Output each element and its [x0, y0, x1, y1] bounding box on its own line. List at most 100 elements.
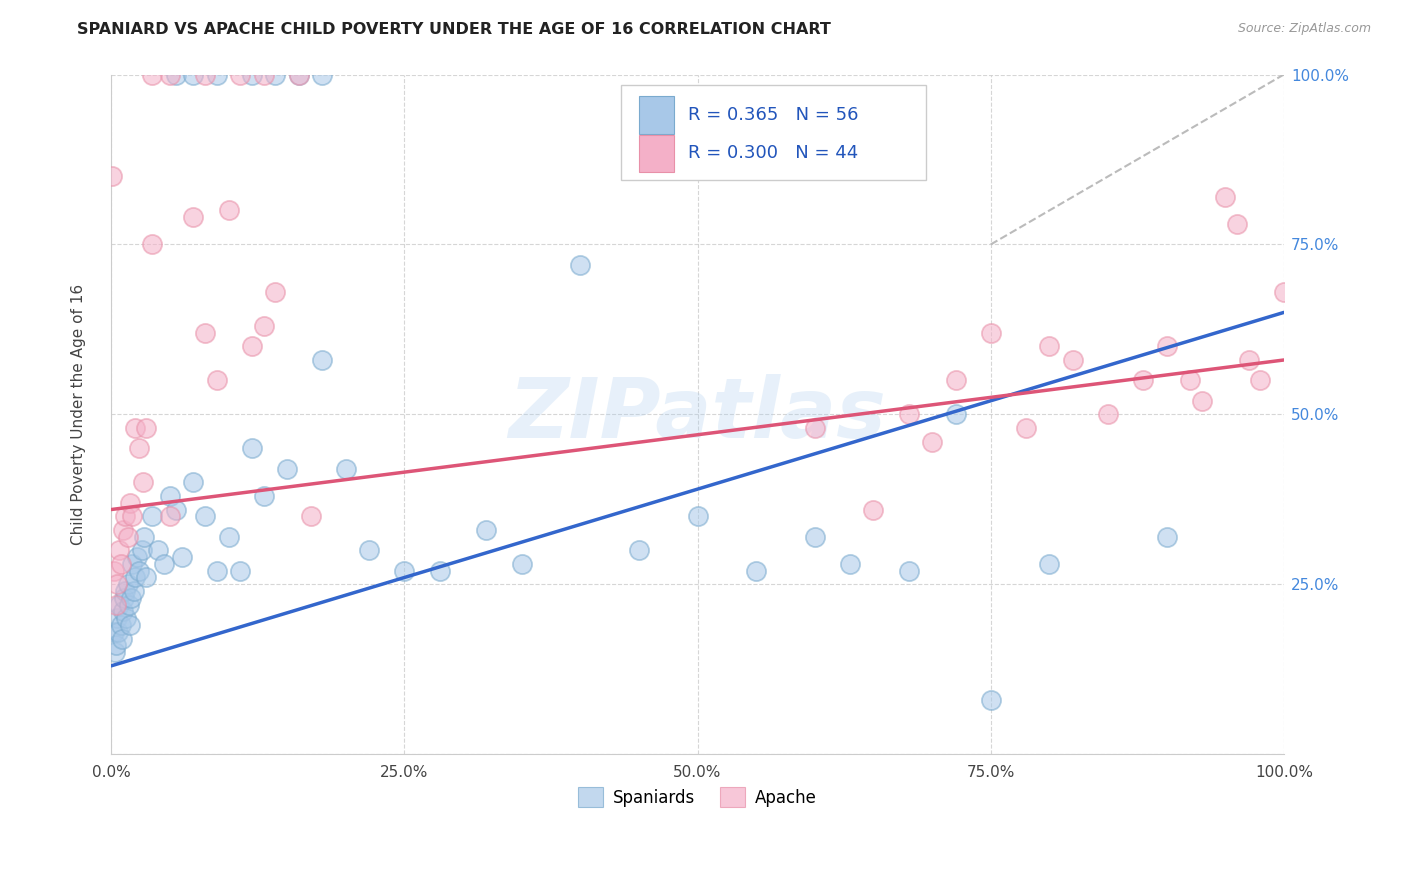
Point [897, 408, 920, 422]
Point [103, 624, 125, 639]
Point [115, 611, 138, 625]
Point [170, 550, 193, 565]
Point [128, 564, 150, 578]
Point [240, 68, 263, 82]
Point [121, 557, 143, 571]
Point [125, 550, 148, 565]
Point [105, 611, 128, 625]
Point [128, 442, 150, 456]
Point [124, 570, 146, 584]
Point [108, 598, 131, 612]
Point [229, 68, 252, 82]
FancyBboxPatch shape [638, 135, 673, 172]
Point [569, 258, 592, 272]
Point [253, 318, 276, 333]
Point [945, 373, 967, 387]
Point [1062, 353, 1084, 368]
Point [1038, 339, 1060, 353]
Point [105, 577, 128, 591]
Point [131, 543, 153, 558]
Point [121, 509, 143, 524]
Point [181, 475, 204, 490]
Point [804, 421, 827, 435]
Point [1191, 393, 1213, 408]
Point [124, 421, 146, 435]
Point [141, 509, 163, 524]
Point [276, 461, 298, 475]
Point [240, 442, 263, 456]
Point [153, 557, 176, 571]
Point [1178, 373, 1201, 387]
Point [135, 421, 157, 435]
Point [117, 577, 139, 591]
Point [205, 373, 228, 387]
Point [264, 68, 287, 82]
Point [745, 564, 768, 578]
Point [240, 339, 263, 353]
Point [1132, 373, 1154, 387]
Text: Source: ZipAtlas.com: Source: ZipAtlas.com [1237, 22, 1371, 36]
Point [146, 543, 169, 558]
Point [253, 68, 276, 82]
Point [288, 68, 311, 82]
Point [165, 502, 187, 516]
Point [253, 489, 276, 503]
Point [1213, 190, 1236, 204]
Point [1156, 530, 1178, 544]
Point [510, 557, 533, 571]
Point [103, 564, 125, 578]
Point [1015, 421, 1038, 435]
Point [980, 326, 1002, 340]
Point [104, 645, 127, 659]
Point [135, 570, 157, 584]
Point [359, 543, 381, 558]
Point [108, 543, 131, 558]
Point [104, 598, 127, 612]
Point [118, 496, 141, 510]
Point [475, 523, 498, 537]
Point [264, 285, 287, 299]
Point [111, 523, 134, 537]
Point [111, 632, 134, 646]
Point [1156, 339, 1178, 353]
Point [118, 618, 141, 632]
Point [205, 564, 228, 578]
Point [110, 557, 132, 571]
Legend: Spaniards, Apache: Spaniards, Apache [571, 780, 824, 814]
Point [194, 326, 217, 340]
Point [1237, 353, 1260, 368]
Point [839, 557, 862, 571]
Text: R = 0.300   N = 44: R = 0.300 N = 44 [688, 145, 859, 162]
Point [112, 591, 135, 605]
Point [141, 237, 163, 252]
Point [111, 605, 134, 619]
Point [159, 489, 181, 503]
Point [132, 475, 155, 490]
Point [114, 584, 136, 599]
Point [181, 68, 204, 82]
Point [205, 68, 228, 82]
Point [194, 509, 217, 524]
Point [299, 509, 322, 524]
Point [181, 211, 204, 225]
Text: R = 0.365   N = 56: R = 0.365 N = 56 [688, 106, 859, 124]
Point [1097, 408, 1119, 422]
Point [104, 639, 127, 653]
Point [1038, 557, 1060, 571]
Y-axis label: Child Poverty Under the Age of 16: Child Poverty Under the Age of 16 [72, 284, 86, 545]
Point [120, 591, 142, 605]
Point [804, 530, 827, 544]
Point [394, 564, 416, 578]
Point [311, 68, 333, 82]
Point [288, 68, 311, 82]
Point [1272, 285, 1295, 299]
Point [122, 584, 145, 599]
Point [101, 169, 124, 184]
Point [686, 509, 709, 524]
Text: ZIPatlas: ZIPatlas [509, 374, 887, 455]
Point [118, 598, 141, 612]
Point [335, 461, 357, 475]
Point [627, 543, 650, 558]
Point [1226, 217, 1249, 231]
Point [229, 564, 252, 578]
